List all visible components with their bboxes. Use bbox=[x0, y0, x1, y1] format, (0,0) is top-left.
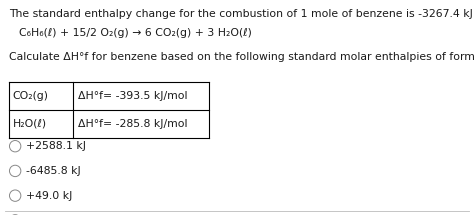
Text: ΔH°f= -285.8 kJ/mol: ΔH°f= -285.8 kJ/mol bbox=[78, 119, 188, 129]
Text: ΔH°f= -393.5 kJ/mol: ΔH°f= -393.5 kJ/mol bbox=[78, 91, 188, 101]
Text: -6485.8 kJ: -6485.8 kJ bbox=[26, 166, 81, 176]
Text: C₆H₆(ℓ) + 15/2 O₂(g) → 6 CO₂(g) + 3 H₂O(ℓ): C₆H₆(ℓ) + 15/2 O₂(g) → 6 CO₂(g) + 3 H₂O(… bbox=[19, 28, 252, 38]
Text: +49.0 kJ: +49.0 kJ bbox=[26, 191, 72, 201]
Text: H₂O(ℓ): H₂O(ℓ) bbox=[13, 119, 47, 129]
Text: The standard enthalpy change for the combustion of 1 mole of benzene is -3267.4 : The standard enthalpy change for the com… bbox=[9, 9, 474, 19]
Text: CO₂(g): CO₂(g) bbox=[13, 91, 49, 101]
Text: Calculate ΔH°f for benzene based on the following standard molar enthalpies of f: Calculate ΔH°f for benzene based on the … bbox=[9, 52, 474, 62]
Text: +2588.1 kJ: +2588.1 kJ bbox=[26, 141, 86, 151]
